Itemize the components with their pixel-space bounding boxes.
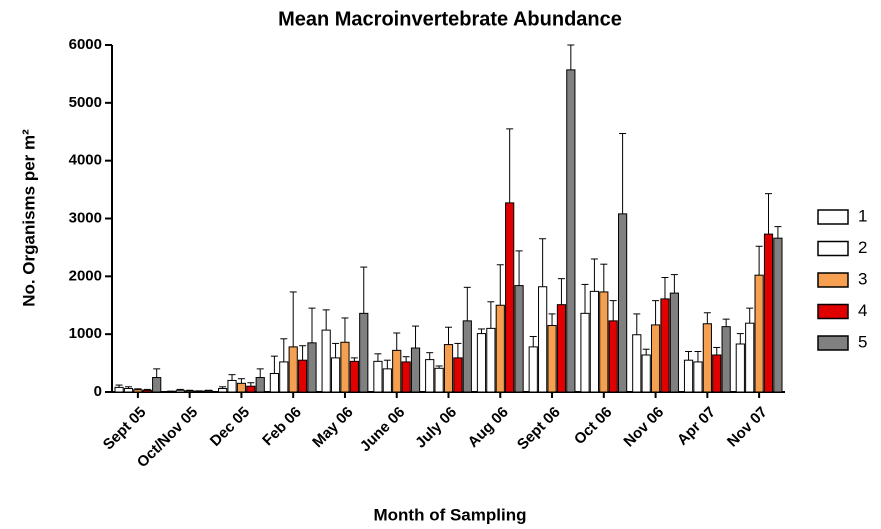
legend-label: 2 [858, 238, 867, 257]
legend-swatch [817, 303, 849, 320]
bar [142, 389, 152, 393]
bar [359, 312, 369, 393]
bar [330, 357, 341, 393]
bar [453, 357, 463, 393]
bar [349, 360, 359, 393]
bar [566, 69, 576, 393]
bar [660, 298, 670, 393]
legend-label: 4 [858, 301, 867, 320]
x-tick-label: Apr 07 [674, 404, 719, 449]
y-tick-label: 1000 [69, 325, 102, 342]
y-axis-label: No. Organisms per m² [19, 129, 38, 307]
bar [476, 333, 487, 393]
bar [288, 346, 298, 393]
y-tick-label: 4000 [69, 152, 102, 169]
y-tick-label: 5000 [69, 94, 102, 111]
bar [321, 329, 331, 393]
y-tick-label: 0 [94, 383, 102, 400]
bar [486, 327, 496, 393]
bar [547, 324, 557, 393]
bar [133, 389, 143, 393]
bar [754, 274, 764, 393]
x-tick-label: May 06 [309, 404, 356, 451]
x-tick-label: June 06 [357, 404, 409, 456]
bar [618, 213, 628, 393]
bar [410, 347, 421, 393]
bar [279, 361, 289, 393]
bar [632, 334, 642, 393]
bar [735, 343, 745, 393]
bar [589, 290, 600, 393]
bar [434, 367, 444, 393]
chart-title: Mean Macroinvertebrate Abundance [278, 8, 622, 30]
x-tick-label: Feb 06 [259, 404, 305, 450]
bar [495, 304, 505, 393]
bar [538, 286, 548, 393]
bar [246, 385, 256, 393]
bar [401, 361, 411, 393]
bar [693, 361, 703, 393]
bar [152, 377, 162, 393]
bar [114, 386, 124, 393]
bar [556, 304, 567, 393]
x-tick-label: Sept 05 [100, 404, 150, 454]
bar [236, 382, 247, 393]
bar [505, 202, 515, 393]
x-tick-label: Oct 06 [571, 404, 615, 448]
bar [773, 237, 783, 393]
x-tick-label: Dec 05 [207, 404, 253, 450]
x-tick-label: Nov 06 [620, 404, 667, 451]
bar [194, 390, 204, 393]
bar [297, 359, 308, 393]
bar [721, 326, 731, 393]
bar [712, 354, 722, 393]
bar [528, 346, 538, 393]
y-tick-label: 2000 [69, 267, 102, 284]
bar [763, 233, 774, 393]
bar [166, 390, 176, 393]
bar [443, 344, 454, 393]
bar [175, 389, 185, 393]
x-axis-label: Month of Sampling [374, 505, 527, 524]
bar [340, 341, 350, 393]
bar [123, 388, 134, 393]
bar [599, 291, 609, 393]
x-tick-label: Nov 07 [724, 404, 771, 451]
bar [185, 390, 195, 393]
x-tick-label: Sept 06 [514, 404, 564, 454]
legend-label: 5 [858, 332, 867, 351]
y-tick-label: 3000 [69, 209, 102, 226]
bar [382, 368, 392, 393]
legend-swatch [817, 209, 849, 225]
bar [373, 360, 383, 393]
bar [462, 320, 472, 393]
bar [307, 342, 317, 393]
bar [203, 390, 214, 393]
bar [269, 372, 279, 393]
bar [218, 388, 228, 393]
legend-swatch [817, 335, 849, 351]
bar [608, 320, 618, 393]
bar [702, 323, 712, 393]
bar [641, 354, 651, 393]
bar [650, 324, 661, 393]
bar [255, 377, 265, 393]
bar [669, 292, 679, 393]
legend-label: 3 [858, 269, 867, 288]
bar [745, 322, 755, 393]
bar [580, 312, 590, 393]
x-tick-label: July 06 [412, 404, 460, 452]
legend-label: 1 [858, 206, 867, 225]
y-tick-label: 6000 [69, 36, 102, 53]
bar [514, 285, 524, 393]
bar [227, 379, 237, 393]
bar [683, 359, 694, 393]
legend-swatch [817, 272, 849, 288]
legend-swatch [817, 240, 849, 257]
x-tick-label: Aug 06 [465, 404, 512, 451]
bar [425, 359, 435, 393]
bar [392, 349, 402, 393]
